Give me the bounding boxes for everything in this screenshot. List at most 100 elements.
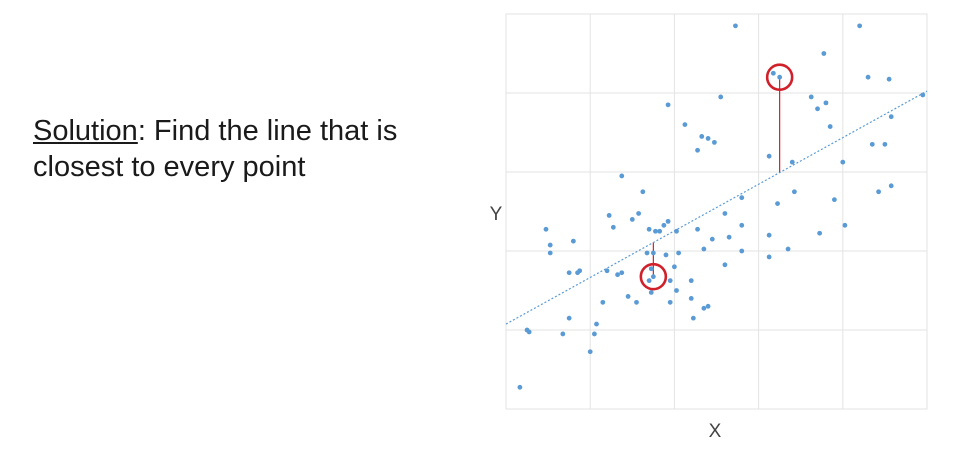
solution-keyword: Solution bbox=[33, 115, 138, 147]
data-point bbox=[886, 76, 892, 82]
data-point bbox=[842, 222, 848, 228]
data-point bbox=[888, 114, 894, 120]
data-point bbox=[577, 268, 583, 274]
data-point bbox=[667, 278, 673, 284]
data-point bbox=[775, 201, 780, 207]
data-point bbox=[701, 246, 707, 252]
data-point bbox=[722, 211, 728, 216]
data-point bbox=[682, 122, 688, 127]
data-point bbox=[882, 141, 888, 147]
data-point bbox=[920, 92, 926, 98]
data-point bbox=[570, 238, 576, 244]
slide-line-1-rest: : Find the line that is bbox=[137, 115, 398, 147]
data-point bbox=[690, 315, 696, 321]
data-point bbox=[665, 218, 671, 224]
data-point bbox=[566, 315, 572, 321]
data-point bbox=[699, 134, 705, 139]
data-point bbox=[526, 329, 532, 335]
y-axis-label: Y bbox=[490, 204, 503, 225]
data-point bbox=[646, 278, 652, 284]
data-point bbox=[650, 250, 656, 256]
data-point bbox=[644, 250, 650, 256]
x-axis-label: X bbox=[709, 421, 722, 442]
data-point bbox=[888, 183, 894, 189]
data-point bbox=[629, 217, 635, 222]
data-point bbox=[865, 74, 871, 80]
data-point bbox=[876, 189, 881, 195]
data-point bbox=[646, 226, 652, 232]
data-point bbox=[587, 349, 593, 355]
data-point bbox=[718, 94, 724, 100]
data-point bbox=[709, 236, 715, 242]
data-point bbox=[766, 254, 772, 260]
data-point bbox=[823, 100, 829, 106]
data-point bbox=[640, 189, 646, 195]
data-point bbox=[634, 299, 639, 305]
data-point bbox=[705, 136, 711, 141]
data-point bbox=[547, 250, 553, 256]
data-point bbox=[739, 195, 745, 201]
residual-lines bbox=[652, 77, 781, 277]
data-point bbox=[600, 299, 606, 305]
data-point bbox=[791, 189, 797, 195]
data-point bbox=[766, 232, 772, 238]
data-point bbox=[869, 141, 875, 147]
data-point bbox=[672, 264, 677, 270]
data-point bbox=[665, 102, 671, 108]
data-point bbox=[688, 296, 694, 301]
data-point bbox=[636, 211, 642, 216]
data-point bbox=[739, 222, 745, 228]
slide-line-2: closest to every point bbox=[33, 151, 306, 183]
data-point bbox=[766, 153, 772, 159]
slide-line-1: Solution: Find the line that is bbox=[33, 113, 473, 149]
data-point bbox=[733, 23, 738, 29]
data-point bbox=[610, 224, 616, 230]
data-point bbox=[674, 228, 679, 234]
data-point bbox=[663, 252, 669, 258]
regression-line bbox=[505, 90, 928, 325]
data-point bbox=[695, 226, 700, 232]
data-point bbox=[857, 23, 863, 29]
data-point bbox=[722, 262, 728, 268]
data-point bbox=[821, 51, 827, 56]
data-point bbox=[547, 242, 553, 248]
data-point bbox=[661, 222, 667, 228]
data-point bbox=[705, 303, 711, 309]
highlighted-points bbox=[639, 63, 794, 291]
data-point bbox=[831, 197, 837, 203]
data-point bbox=[789, 159, 795, 165]
data-point bbox=[625, 294, 631, 299]
data-point bbox=[840, 159, 846, 165]
data-point bbox=[674, 288, 679, 293]
data-point bbox=[566, 270, 572, 276]
data-point bbox=[726, 234, 732, 240]
data-point bbox=[543, 226, 549, 232]
data-point bbox=[517, 384, 523, 390]
data-point bbox=[653, 228, 658, 234]
data-point bbox=[676, 250, 682, 256]
data-point bbox=[815, 106, 820, 112]
data-point bbox=[657, 228, 663, 234]
data-point bbox=[592, 331, 597, 337]
data-point bbox=[619, 270, 625, 276]
data-point bbox=[594, 321, 599, 327]
highlight-ring bbox=[639, 262, 668, 291]
data-point bbox=[560, 331, 566, 337]
data-point bbox=[615, 272, 620, 278]
data-point bbox=[604, 268, 610, 274]
data-point bbox=[688, 278, 694, 284]
slide-text: Solution: Find the line that is closest … bbox=[33, 113, 473, 185]
data-point bbox=[711, 139, 717, 145]
plot-grid bbox=[505, 13, 928, 410]
data-points bbox=[517, 23, 926, 390]
data-point bbox=[808, 94, 814, 100]
data-point bbox=[817, 230, 823, 236]
data-point bbox=[701, 305, 707, 311]
data-point bbox=[785, 246, 791, 252]
highlighted-data-point bbox=[650, 274, 656, 280]
data-point bbox=[667, 299, 673, 305]
data-point bbox=[739, 248, 745, 254]
data-point bbox=[648, 290, 654, 295]
data-point bbox=[606, 213, 612, 218]
